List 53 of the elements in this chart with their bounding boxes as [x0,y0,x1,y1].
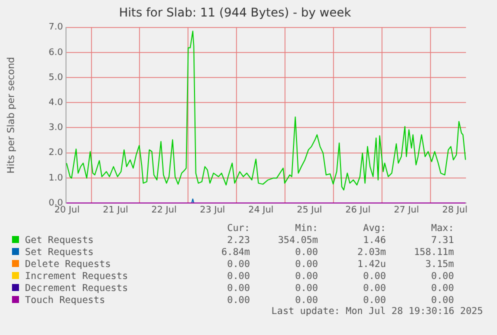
text: 2.23 [226,234,250,246]
text: 0.00 [226,282,250,294]
x-tick-label: 22 Jul [151,206,177,216]
text: 7.31 [430,234,454,246]
x-tick-label: 27 Jul [394,206,419,216]
text: 0.00 [226,258,250,270]
text: 0.00 [362,282,386,294]
text: 354.05m [276,234,318,246]
chart-title: Hits for Slab: 11 (944 Bytes) - by week [118,5,352,20]
legend-label: Increment Requests [24,270,129,282]
text: 0.00 [226,294,250,306]
text: Avg: [362,222,386,234]
y-tick-label: 5.0 [48,72,64,83]
x-tick-label: 24 Jul [248,206,274,216]
x-tick-label: 28 Jul [442,206,468,216]
text: 2.03m [356,246,386,258]
y-tick-label: 3.0 [48,123,64,134]
text: 1.46 [362,234,386,246]
x-tick-label: 25 Jul [296,206,322,216]
y-tick-label: 7.0 [48,22,64,33]
text: Last update: Mon Jul 28 19:30:16 2025 [271,306,483,317]
text: 158.11m [412,246,454,258]
x-tick-label: 20 Jul [54,206,80,216]
text: 0.00 [294,270,318,282]
text: Min: [294,222,318,234]
text: 0.00 [294,246,318,258]
x-tick-label: 26 Jul [345,206,371,216]
text: 0.00 [430,294,454,306]
y-tick-label: 6.0 [48,48,64,58]
text: 6.84m [220,246,250,258]
y-tick-label: 4.0 [48,98,64,108]
text: 0.00 [430,270,454,282]
legend-label: Touch Requests [24,294,106,306]
text: 0.00 [430,282,454,294]
y-axis-title: Hits per Slab per second [6,56,18,174]
x-tick-label: 23 Jul [200,206,226,216]
text: 0.00 [294,294,318,306]
x-tick-label: 21 Jul [102,206,128,216]
legend-label: Set Requests [24,246,95,258]
text: 0.00 [294,258,318,270]
y-tick-label: 1.0 [48,173,64,184]
y-tick-label: 2.0 [48,148,64,158]
text: 0.00 [362,270,386,282]
legend-label: Get Requests [24,234,95,246]
legend-label: Delete Requests [24,258,112,270]
text: Max: [430,222,454,234]
text: 0.00 [226,270,250,282]
text: 0.00 [294,282,318,294]
text: 1.42u [356,258,386,270]
text: 0.00 [362,294,386,306]
text: 3.15m [424,258,454,270]
text: Cur: [226,222,250,234]
legend-label: Decrement Requests [24,282,129,294]
